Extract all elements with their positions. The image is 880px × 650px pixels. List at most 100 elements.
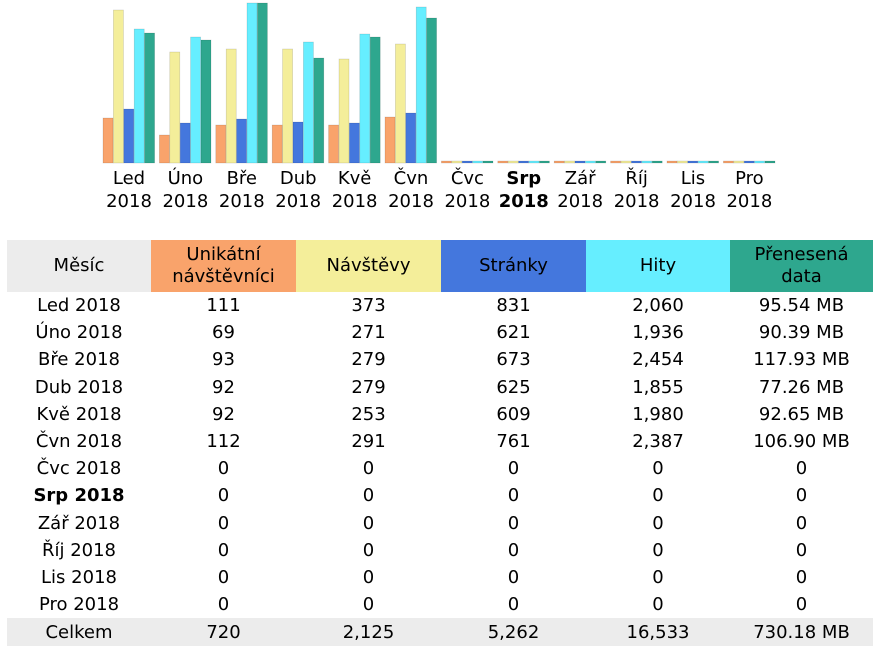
cell-unique: 0 [217,458,230,480]
cell-visits: 0 [362,458,375,480]
bar-hits [133,28,145,164]
bar-pages [461,160,473,164]
table-header-row: Měsíc Unikátní návštěvníci Návštěvy Strá… [7,240,873,292]
header-visits: Návštěvy [296,240,441,292]
x-tick-year: 2018 [331,191,378,212]
cell-month: Říj 2018 [41,539,117,561]
x-tick-label: Pro 2018 [719,167,779,213]
bar-visits [169,51,181,164]
x-tick-month: Úno [167,168,204,189]
table-row: Led 2018 111 373 831 2,060 95.54 MB [7,292,873,319]
bar-hits [190,36,201,164]
cell-hits: 0 [652,485,664,507]
bar-unique-visitors [215,124,227,164]
cell-visits: 0 [362,485,375,507]
table-row: Pro 2018 0 0 0 0 0 [7,591,873,618]
x-tick-month: Lis [680,168,706,189]
bar-hits [472,160,483,164]
cell-bandwidth: 117.93 MB [753,349,850,371]
table-row: Úno 2018 69 271 621 1,936 90.39 MB [7,319,873,346]
bar-bandwidth [539,160,550,164]
bar-bandwidth [708,160,719,164]
header-unique-line1: Unikátní [186,244,261,265]
cell-month: Lis 2018 [41,566,117,588]
cell-pages: 0 [507,594,520,616]
totals-visits: 2,125 [296,618,441,647]
table-row: Bře 2018 93 279 673 2,454 117.93 MB [7,346,873,373]
x-tick-label: Kvě 2018 [325,167,385,213]
cell-unique: 0 [217,485,230,507]
bar-unique-visitors [666,160,678,164]
bar-pages [631,160,642,164]
table-row: Lis 2018 0 0 0 0 0 [7,564,873,591]
cell-pages: 0 [507,512,520,534]
bar-visits [564,160,575,164]
header-hits: Hity [586,240,730,292]
bar-bandwidth [313,57,325,164]
x-tick-year: 2018 [444,191,491,212]
totals-label: Celkem [7,618,151,647]
bar-visits [507,160,519,164]
bar-hits [585,160,596,164]
cell-hits: 0 [652,458,664,480]
cell-month: Led 2018 [37,295,121,317]
bar-hits [415,6,427,164]
cell-hits: 0 [652,539,664,561]
bar-pages [518,160,529,164]
cell-unique: 93 [212,349,235,371]
cell-month: Úno 2018 [35,322,123,344]
bar-unique-visitors [384,116,396,164]
bar-visits [338,58,350,164]
x-tick-label: Dub 2018 [268,167,328,213]
cell-bandwidth: 0 [795,512,808,534]
bar-visits [733,160,745,164]
bar-unique-visitors [441,160,452,164]
cell-visits: 279 [351,349,386,371]
x-tick-year: 2018 [613,191,660,212]
cell-month: Čvn 2018 [35,431,123,453]
header-bandwidth: Přenesená data [730,240,873,292]
cell-pages: 625 [496,376,531,398]
header-unique-visitors: Unikátní návštěvníci [151,240,296,292]
table-row: Zář 2018 0 0 0 0 0 [7,510,873,537]
header-unique-line2: návštěvníci [172,266,275,287]
x-tick-month: Srp [506,168,542,189]
bar-bandwidth [144,32,155,164]
cell-visits: 0 [362,512,375,534]
x-tick-label: Říj 2018 [607,167,667,213]
x-tick-label: Bře 2018 [212,167,272,213]
cell-unique: 0 [217,539,230,561]
cell-bandwidth: 0 [795,539,808,561]
x-tick-year: 2018 [557,191,604,212]
x-tick-month: Bře [226,168,258,189]
cell-pages: 673 [496,349,531,371]
cell-pages: 831 [496,295,531,317]
x-tick-year: 2018 [726,191,773,212]
x-tick-month: Kvě [337,168,372,189]
bar-unique-visitors [159,134,170,164]
cell-pages: 0 [507,485,520,507]
table-row: Čvn 2018 112 291 761 2,387 106.90 MB [7,428,873,455]
bar-bandwidth [764,160,776,164]
cell-unique: 92 [212,403,235,425]
bar-pages [349,122,360,164]
cell-month: Srp 2018 [33,485,125,507]
bar-bandwidth [595,160,607,164]
bar-hits [641,160,653,164]
x-tick-year: 2018 [218,191,265,212]
cell-visits: 279 [351,376,386,398]
cell-month: Pro 2018 [38,594,120,616]
cell-pages: 0 [507,539,520,561]
bar-pages [236,118,247,164]
header-month: Měsíc [7,240,151,292]
x-tick-year: 2018 [670,191,716,212]
cell-unique: 0 [217,512,230,534]
cell-unique: 92 [212,376,235,398]
x-tick-label: Čvn 2018 [381,167,441,213]
cell-month: Kvě 2018 [36,403,122,425]
table-row: Dub 2018 92 279 625 1,855 77.26 MB [7,374,873,401]
bar-hits [528,160,540,164]
cell-month: Zář 2018 [37,512,121,534]
cell-bandwidth: 95.54 MB [758,295,845,317]
cell-bandwidth: 0 [795,566,808,588]
